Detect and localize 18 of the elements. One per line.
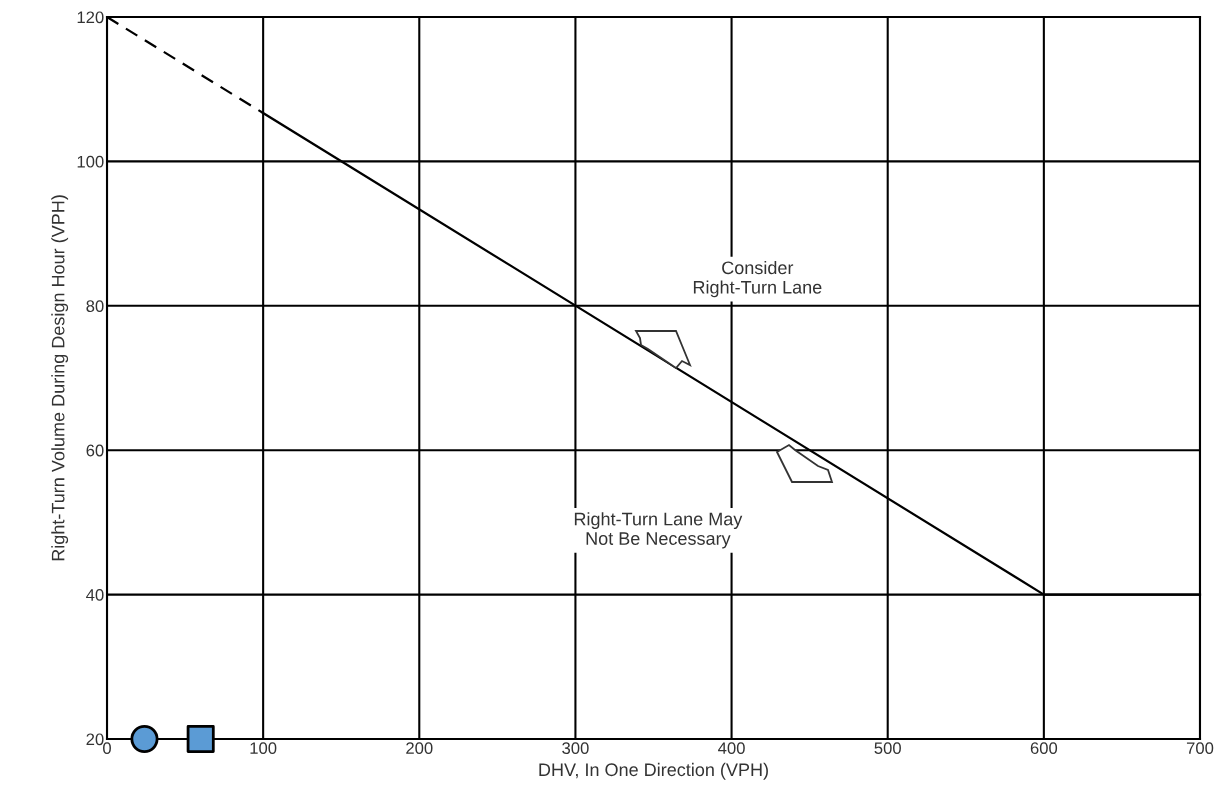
x-tick-label: 500 — [874, 742, 901, 755]
x-tick-label: 300 — [562, 742, 589, 755]
y-tick-label: 20 — [86, 733, 104, 746]
y-tick-label: 80 — [86, 300, 104, 312]
annotation: Right-Turn Lane May Not Be Necessary — [574, 512, 743, 549]
x-tick-label: 700 — [1186, 742, 1214, 755]
y-tick-label: 120 — [77, 11, 104, 24]
y-tick-label: 60 — [86, 444, 104, 457]
y-axis-title: Right-Turn Volume During Design Hour (VPH) — [51, 195, 69, 561]
y-tick-label: 100 — [77, 155, 104, 168]
x-tick-label: 100 — [250, 742, 277, 755]
y-tick-label: 40 — [86, 589, 104, 601]
x-tick-label: 400 — [718, 742, 745, 755]
x-axis-title: DHV, In One Direction (VPH) — [539, 762, 768, 780]
x-tick-label: 600 — [1030, 742, 1058, 755]
annotation: Consider Right-Turn Lane — [693, 260, 822, 298]
x-tick-label: 200 — [406, 742, 433, 755]
x-tick-label: 0 — [103, 742, 111, 755]
